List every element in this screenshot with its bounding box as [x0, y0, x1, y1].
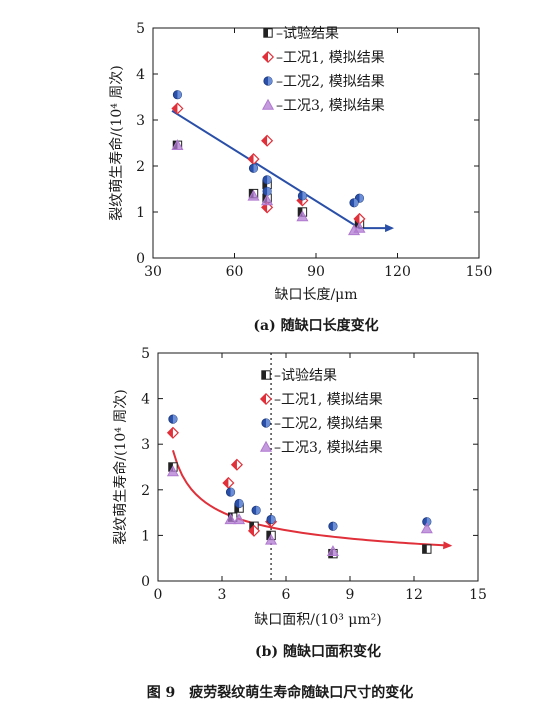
caption-b: (b) 随缺口面积变化 [255, 643, 381, 660]
legend-label: –工况3, 模拟结果 [276, 98, 385, 114]
legend-marker [263, 76, 273, 86]
data-point [171, 139, 184, 150]
data-point [172, 90, 183, 100]
trend-line [171, 109, 395, 233]
x-tick-label: 6 [282, 587, 291, 603]
data-point [349, 198, 359, 208]
data-point [326, 545, 339, 557]
y-tick-label: 5 [141, 346, 150, 362]
data-point [353, 221, 366, 233]
legend-b: –试验结果 –工况1, 模拟结果 –工况2, 模拟结果 –工况3, 模拟结果 [259, 368, 383, 456]
x-axis-title-b: 缺口面积/(10³ μm²) [254, 612, 382, 628]
data-point [166, 426, 179, 439]
data-point [233, 513, 246, 525]
legend-marker [261, 418, 271, 428]
data-point [247, 524, 261, 537]
x-tick-label: 60 [226, 264, 244, 280]
x-tick-label: 120 [384, 264, 411, 280]
y-tick-label: 4 [136, 67, 145, 83]
y-tick-label: 4 [141, 392, 150, 408]
data-point [422, 517, 432, 527]
caption-a: (a) 随缺口长度变化 [253, 317, 378, 334]
legend-label: –工况1, 模拟结果 [276, 50, 385, 66]
x-tick-label: 15 [469, 587, 487, 603]
x-tick-label: 90 [307, 264, 325, 280]
y-tick-label: 2 [136, 159, 145, 175]
data-point [262, 175, 272, 185]
data-point [222, 476, 235, 490]
legend-a: –试验结果 –工况1, 模拟结果 –工况2, 模拟结果 –工况3, 模拟结果 [261, 26, 385, 114]
data-point [261, 194, 274, 206]
data-point [265, 533, 278, 545]
legend-marker [261, 370, 271, 380]
trend-b [171, 449, 453, 550]
data-point [168, 414, 178, 424]
y-tick-label: 3 [141, 437, 150, 453]
data-point [262, 186, 272, 196]
legend-label: –工况2, 模拟结果 [274, 416, 383, 432]
points-a [171, 90, 366, 236]
legend-marker [259, 440, 273, 452]
data-point [296, 210, 309, 222]
y-tick-label: 0 [136, 251, 145, 267]
legend-marker [259, 392, 273, 406]
x-tick-label: 9 [346, 587, 355, 603]
points-b [166, 414, 433, 559]
data-point [234, 498, 244, 509]
data-point [230, 458, 243, 471]
y-tick-label: 0 [141, 574, 150, 590]
x-tick-label: 30 [144, 264, 162, 280]
legend-label: –试验结果 [276, 26, 339, 42]
data-point [251, 505, 261, 515]
data-point [225, 487, 236, 497]
y-tick-label: 2 [141, 483, 150, 499]
data-point [420, 522, 433, 534]
trend-a [171, 109, 395, 233]
legend-label: –试验结果 [274, 368, 337, 384]
data-point [261, 134, 274, 147]
legend-label: –工况2, 模拟结果 [276, 74, 385, 90]
panel-a: 30 60 90 120 150 0 1 2 3 4 5 –试验结果 –工况1, 模拟结果 –工况2, … [108, 21, 492, 334]
x-tick-label: 0 [154, 587, 163, 603]
y-tick-label: 1 [141, 528, 150, 544]
legend-label: –工况3, 模拟结果 [274, 440, 383, 456]
trend-curve [171, 449, 453, 550]
legend-marker [261, 50, 275, 64]
figure-caption: 图 9 疲劳裂纹萌生寿命随缺口尺寸的变化 [147, 684, 414, 701]
data-point [224, 513, 237, 525]
data-point [247, 189, 260, 201]
x-tick-label: 3 [218, 587, 227, 603]
y-axis-title-a: 裂纹萌生寿命/(10⁴ 周次) [108, 65, 125, 221]
legend-label: –工况1, 模拟结果 [274, 392, 383, 408]
x-tick-label: 12 [405, 587, 423, 603]
y-tick-label: 1 [136, 205, 145, 221]
data-point [422, 544, 432, 554]
data-point [248, 163, 259, 173]
legend-marker [263, 28, 273, 38]
data-point [171, 102, 184, 115]
data-point [247, 153, 260, 166]
x-tick-label: 150 [466, 264, 493, 280]
y-axis-title-b: 裂纹萌生寿命/(10⁴ 周次) [112, 389, 129, 545]
data-point [297, 191, 308, 201]
y-tick-label: 5 [136, 21, 145, 37]
plot-area-b [157, 352, 479, 582]
ticks-a: 30 60 90 120 150 0 1 2 3 4 5 [136, 21, 492, 280]
legend-marker [261, 98, 275, 110]
x-axis-title-a: 缺口长度/μm [274, 287, 357, 303]
y-tick-label: 3 [136, 113, 145, 129]
data-point [266, 514, 276, 525]
data-point [328, 521, 338, 531]
data-point [166, 465, 179, 477]
